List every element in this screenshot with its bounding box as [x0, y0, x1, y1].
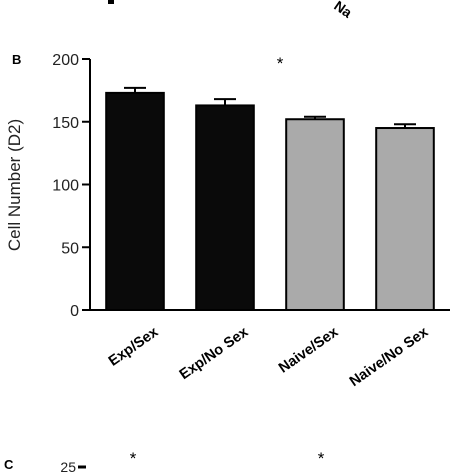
bar	[375, 127, 435, 311]
y-tick-label: 150	[52, 115, 79, 132]
x-category-label: Naive/Sex	[276, 324, 341, 376]
panel-b-label: B	[12, 52, 21, 67]
top-fragment-mark	[108, 0, 114, 4]
x-category-label: Exp/Sex	[106, 324, 161, 369]
panel-c: C 25 * *	[4, 449, 325, 474]
bar	[105, 91, 165, 312]
bar	[285, 118, 345, 311]
bar	[195, 104, 255, 311]
top-fragment: Na	[108, 0, 355, 21]
panel-c-significance-1: *	[130, 449, 137, 468]
y-tick-label: 100	[52, 178, 79, 195]
x-category-label: Naive/No Sex	[347, 324, 431, 390]
y-tick-label: 50	[61, 240, 79, 257]
significance-marker: *	[277, 54, 284, 73]
panel-c-first-tick: 25	[60, 459, 76, 474]
panel-c-label: C	[4, 457, 14, 472]
panel-c-significance-2: *	[318, 449, 325, 468]
y-tick-label: 0	[70, 303, 79, 320]
y-axis-title: Cell Number (D2)	[5, 119, 24, 251]
bars	[105, 86, 435, 312]
x-category-label: Exp/No Sex	[177, 324, 252, 383]
x-axis-categories: Exp/Sex Exp/No Sex Naive/Sex Naive/No Sex	[106, 324, 431, 390]
top-fragment-label: Na	[331, 0, 355, 21]
significance-markers: *	[277, 54, 284, 73]
y-tick-label: 200	[52, 52, 79, 69]
